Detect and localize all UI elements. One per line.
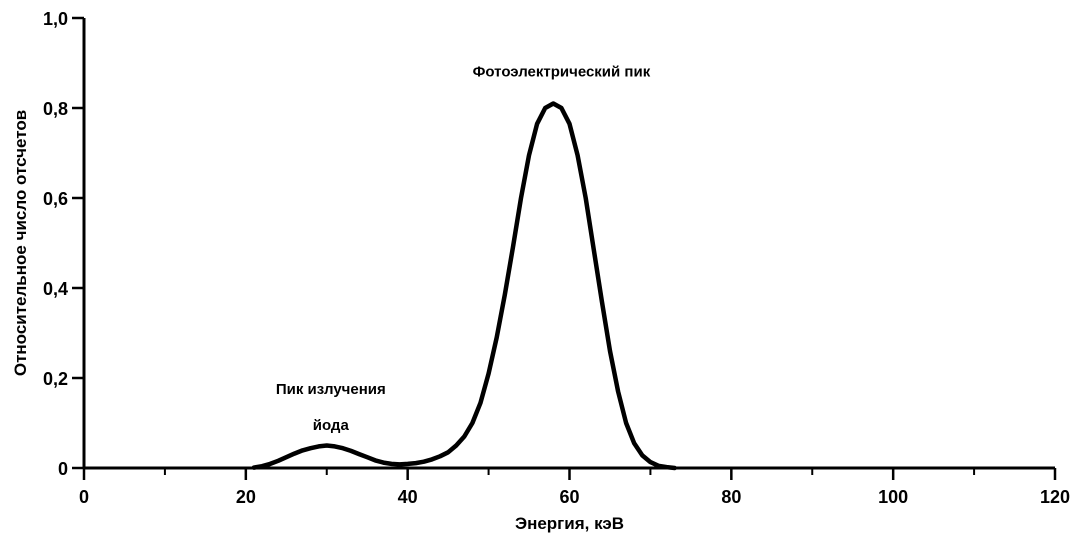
y-tick-label: 1,0 <box>43 9 68 29</box>
y-tick-label: 0,6 <box>43 189 68 209</box>
x-ticks: 0 20 40 60 80 100 120 <box>79 468 1070 507</box>
peak-annotation: Пик излучения <box>276 381 386 398</box>
y-tick-label: 0,2 <box>43 369 68 389</box>
x-tick-label: 120 <box>1040 487 1070 507</box>
y-tick-label: 0,8 <box>43 99 68 119</box>
series-layer <box>251 101 677 471</box>
annotation-layer: Фотоэлектрический пик Пик излучения йода <box>276 64 651 434</box>
spectrum-line <box>251 101 677 471</box>
x-axis-title: Энергия, кэВ <box>515 514 624 533</box>
y-axis-title: Относительное число отсчетов <box>11 110 30 376</box>
peak-annotation: Фотоэлектрический пик <box>473 64 651 81</box>
y-tick-label: 0 <box>58 459 68 479</box>
x-tick-label: 20 <box>236 487 256 507</box>
y-tick-label: 0,4 <box>43 279 68 299</box>
peak-annotation: йода <box>313 417 350 434</box>
x-tick-label: 0 <box>79 487 89 507</box>
x-tick-label: 80 <box>721 487 741 507</box>
x-tick-label: 40 <box>398 487 418 507</box>
axes <box>82 18 1055 470</box>
x-tick-label: 60 <box>559 487 579 507</box>
y-ticks: 0 0,2 0,4 0,6 0,8 1,0 <box>43 9 84 479</box>
x-tick-label: 100 <box>878 487 908 507</box>
